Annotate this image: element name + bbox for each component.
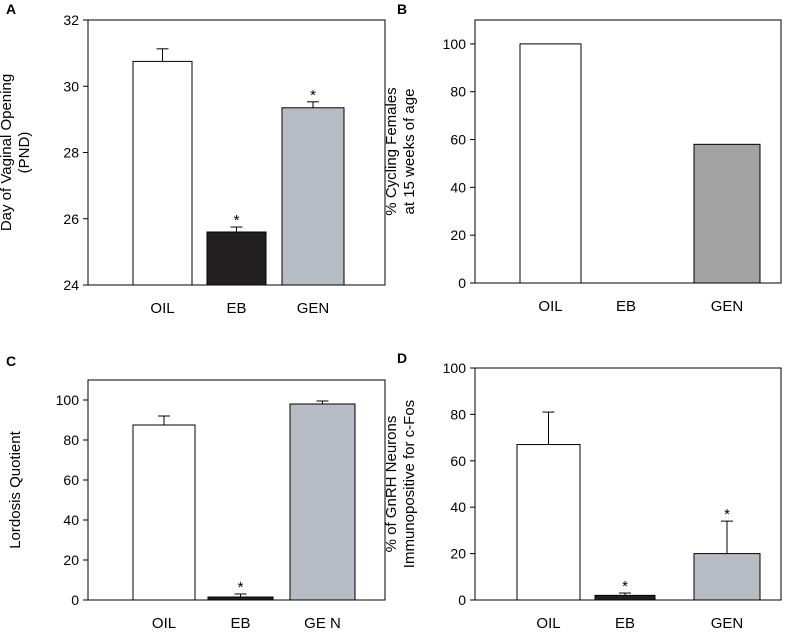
category-label: GEN [711,298,744,315]
bar-oil [516,444,581,601]
y-axis-label: at 15 weeks of age [401,89,418,215]
y-tick-label: 20 [450,546,466,562]
y-tick-label: 80 [450,84,466,100]
bar-oil [132,424,196,601]
category-label: OIL [150,300,174,317]
y-axis-label: % Cycling Females [383,87,400,215]
chart-panel-a: A OIL * EB * GEN 24 26 28 30 32 Day of Vaginal Open… [0,1,386,317]
category-label: EB [226,300,246,317]
y-tick-label: 100 [443,360,467,376]
plot-frame [87,379,386,601]
plot-frame [474,19,782,284]
bar-gen [289,403,356,601]
y-axis-label: Lordosis Quotient [7,430,24,548]
y-axis-label: Day of Vaginal Opening [0,74,15,231]
y-tick-label: 100 [443,36,467,52]
panel-label: D [397,350,407,366]
y-tick-label: 0 [71,592,79,608]
significance-star: * [622,578,628,595]
y-tick-label: 24 [63,277,79,293]
panel-label: A [6,1,16,17]
significance-star: * [234,212,240,229]
y-tick-label: 60 [450,453,466,469]
panel-label: B [397,1,407,17]
y-tick-label: 32 [63,12,79,28]
bar-gen [693,143,761,284]
y-tick-label: 0 [458,275,466,291]
y-tick-label: 0 [458,592,466,608]
chart-panel-b: B OIL EB GEN 0 20 40 60 80 100 % Cycling Females at… [383,1,782,315]
significance-star: * [724,506,730,523]
bar-eb [594,594,656,601]
y-axis-label: % of GnRH Neurons [383,416,400,553]
bar-oil [519,43,582,284]
chart-panel-c: C OIL * EB GE N 0 20 40 60 80 100 Lordosis Quotient [6,353,386,632]
y-tick-label: 28 [63,145,79,161]
panel-label: C [6,353,16,369]
y-tick-label: 20 [450,227,466,243]
category-label: EB [230,615,250,632]
significance-star: * [310,87,316,104]
chart-panel-d: D OIL * EB * GEN 0 20 40 60 80 100 % of GnRH Neurons… [383,350,782,632]
y-axis-label: Immunopositive for c-Fos [401,400,418,568]
y-tick-label: 80 [450,406,466,422]
y-axis-label: (PND) [16,132,33,174]
category-label: EB [615,615,635,632]
category-label: GEN [711,615,744,632]
bar-oil [132,60,193,286]
y-tick-label: 26 [63,211,79,227]
bar-gen [693,553,761,601]
y-tick-label: 20 [63,552,79,568]
category-label: OIL [538,298,562,315]
y-tick-label: 30 [63,78,79,94]
y-tick-label: 60 [63,472,79,488]
y-tick-label: 100 [56,392,80,408]
bar-eb [206,231,267,286]
y-tick-label: 80 [63,432,79,448]
category-label: EB [616,298,636,315]
y-tick-label: 60 [450,132,466,148]
y-tick-label: 40 [450,499,466,515]
plot-frame [474,367,782,601]
category-label: OIL [152,615,176,632]
category-label: GEN [297,300,330,317]
significance-star: * [238,579,244,596]
category-label: GE N [304,615,341,632]
y-tick-label: 40 [63,512,79,528]
bar-gen [281,107,345,286]
category-label: OIL [536,615,560,632]
y-tick-label: 40 [450,179,466,195]
